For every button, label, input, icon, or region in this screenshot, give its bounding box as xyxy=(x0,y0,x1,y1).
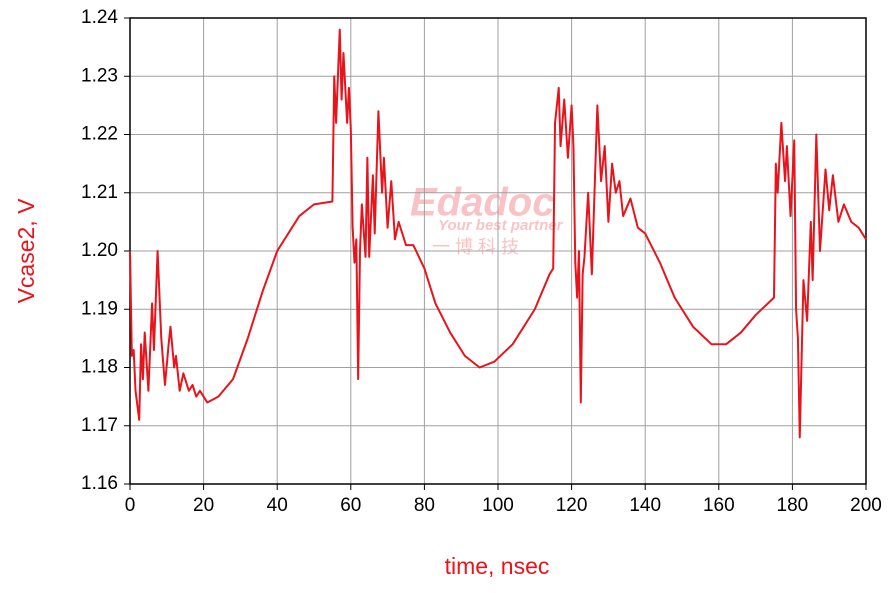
x-tick-label: 160 xyxy=(703,495,735,516)
x-tick-label: 20 xyxy=(193,495,214,516)
watermark: Edadoc Your best partner 一 博 科 技 xyxy=(410,181,564,257)
y-tick-label: 1.16 xyxy=(81,473,118,494)
y-tick-label: 1.24 xyxy=(81,7,118,28)
x-tick-label: 80 xyxy=(414,495,435,516)
watermark-logo: Edadoc xyxy=(410,181,554,225)
y-tick-label: 1.20 xyxy=(81,240,118,261)
x-tick-label: 180 xyxy=(777,495,809,516)
x-tick-label: 120 xyxy=(556,495,588,516)
line xyxy=(129,28,867,439)
x-tick-label: 60 xyxy=(340,495,361,516)
x-tick-label: 200 xyxy=(850,495,882,516)
x-axis-label: time, nsec xyxy=(445,553,550,579)
y-axis-label: Vcase2, V xyxy=(13,198,39,303)
y-tick-label: 1.17 xyxy=(81,415,118,436)
y-tick-label: 1.19 xyxy=(81,298,118,319)
y-tick-label: 1.21 xyxy=(81,182,118,203)
x-tick-label: 100 xyxy=(482,495,514,516)
y-tick-label: 1.22 xyxy=(81,124,118,145)
y-tick-label: 1.23 xyxy=(81,65,118,86)
x-tick-label: 0 xyxy=(125,495,136,516)
watermark-tagline: Your best partner xyxy=(438,217,564,234)
y-tick-label: 1.18 xyxy=(81,357,118,378)
x-tick-label: 40 xyxy=(267,495,288,516)
watermark-chinese: 一 博 科 技 xyxy=(432,237,519,257)
x-tick-label: 140 xyxy=(629,495,661,516)
